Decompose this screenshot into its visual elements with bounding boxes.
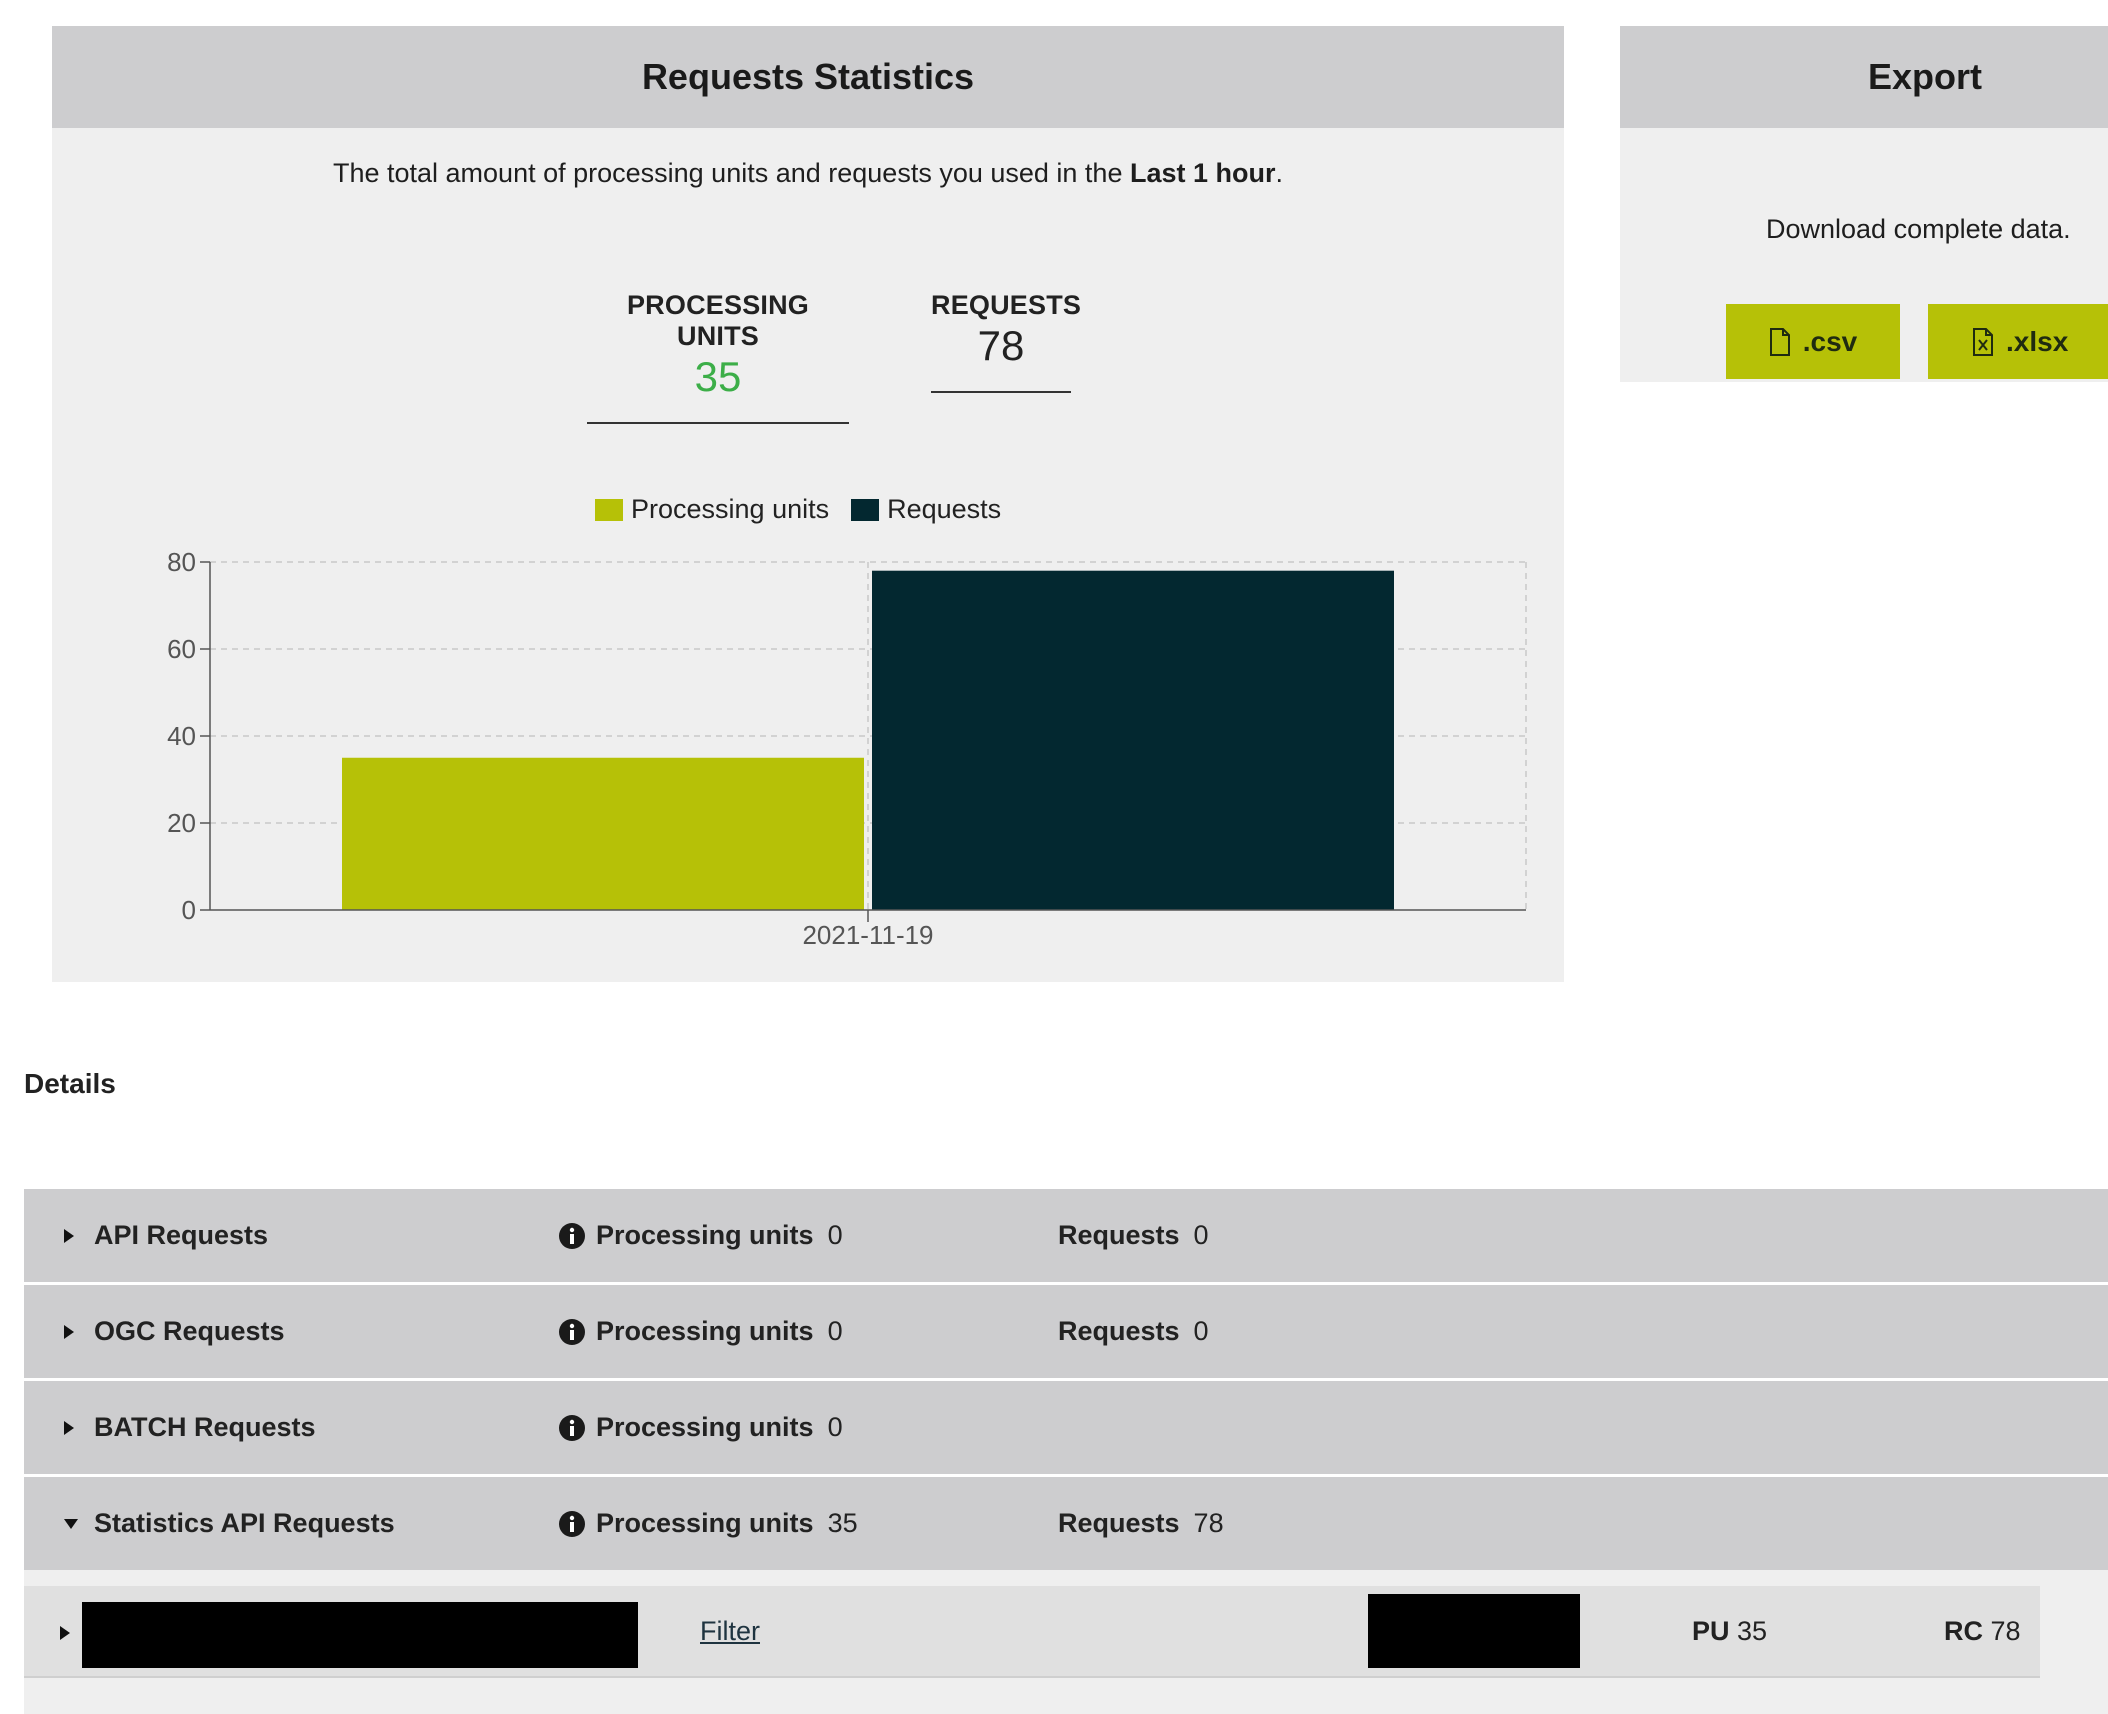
y-tick-label: 40 xyxy=(167,721,196,751)
y-tick-label: 60 xyxy=(167,634,196,664)
requests-metric-value: 78 xyxy=(977,322,1025,369)
row-requests: Requests 0 xyxy=(1058,1316,1209,1347)
requests-bar-chart: 0 20 40 60 80 2021-11-19 xyxy=(167,547,1527,950)
statistics-api-expanded-panel: Filter PU 35 RC 78 xyxy=(24,1570,2108,1714)
requests-statistics-title: Requests Statistics xyxy=(52,26,1564,128)
legend-label-requests: Requests xyxy=(887,494,1002,524)
filter-link[interactable]: Filter xyxy=(700,1616,760,1646)
legend-label-processing-units: Processing units xyxy=(631,494,830,524)
caret-right-icon[interactable] xyxy=(62,1419,76,1437)
row-processing-units: Processing units 0 xyxy=(558,1412,843,1443)
details-row-batch-requests[interactable]: BATCH Requests Processing units 0 xyxy=(24,1381,2108,1474)
row-req-value: 78 xyxy=(1193,1508,1224,1538)
row-req-value: 0 xyxy=(1193,1220,1209,1250)
row-pu-value: 0 xyxy=(827,1220,843,1250)
info-icon[interactable] xyxy=(558,1222,586,1250)
row-title: BATCH Requests xyxy=(94,1412,316,1442)
row-pu-value: 35 xyxy=(827,1508,858,1538)
details-row-ogc-requests[interactable]: OGC Requests Processing units 0 Requests 0 xyxy=(24,1285,2108,1378)
row-title: API Requests xyxy=(94,1220,269,1250)
sub-row-rc-label: RC xyxy=(1944,1616,1983,1646)
y-tick-label: 80 xyxy=(167,547,196,577)
details-row-api-requests[interactable]: API Requests Processing units 0 Requests 0 xyxy=(24,1189,2108,1282)
legend-swatch-requests xyxy=(851,498,880,521)
export-card: Export Download complete data. .csv .xls… xyxy=(1620,26,2108,382)
legend-item-processing-units[interactable]: Processing units xyxy=(595,494,829,525)
info-icon[interactable] xyxy=(558,1318,586,1346)
processing-units-metric-value: 35 xyxy=(694,353,742,400)
export-xlsx-label: .xlsx xyxy=(2006,325,2069,357)
legend-item-requests[interactable]: Requests xyxy=(851,494,1001,525)
row-processing-units: Processing units 35 xyxy=(558,1508,858,1539)
row-pu-value: 0 xyxy=(827,1412,843,1442)
requests-metric: REQUESTS 78 xyxy=(931,290,1082,393)
info-icon[interactable] xyxy=(558,1510,586,1538)
sub-row-pu-value: 35 xyxy=(1737,1616,1768,1646)
requests-metric-label: REQUESTS xyxy=(931,290,1082,320)
requests-statistics-card: Requests Statistics The total amount of … xyxy=(52,26,1564,982)
caret-right-icon[interactable] xyxy=(62,1227,76,1245)
bar-requests[interactable] xyxy=(872,570,1394,910)
file-icon xyxy=(1769,327,1790,356)
period-label: Last 1 hour xyxy=(1129,158,1276,188)
sub-row-rc: RC 78 xyxy=(1944,1616,2021,1647)
row-req-label: Requests xyxy=(1058,1508,1180,1538)
export-xlsx-button[interactable]: .xlsx xyxy=(1928,304,2108,379)
row-pu-value: 0 xyxy=(827,1316,843,1346)
row-requests: Requests 78 xyxy=(1058,1508,1224,1539)
row-requests: Requests 0 xyxy=(1058,1220,1209,1251)
caret-right-icon[interactable] xyxy=(58,1624,72,1642)
y-tick-label: 20 xyxy=(167,808,196,838)
chart-legend: Processing units Requests xyxy=(595,494,1023,525)
caret-right-icon[interactable] xyxy=(62,1323,76,1341)
export-description: Download complete data. xyxy=(1766,214,2071,244)
row-title: OGC Requests xyxy=(94,1316,285,1346)
redacted-block xyxy=(1368,1594,1580,1668)
sub-row-pu: PU 35 xyxy=(1692,1616,1767,1647)
row-req-label: Requests xyxy=(1058,1220,1180,1250)
sub-row-rc-value: 78 xyxy=(1990,1616,2021,1646)
caret-down-icon[interactable] xyxy=(62,1517,80,1531)
row-title: Statistics API Requests xyxy=(94,1508,395,1538)
row-processing-units: Processing units 0 xyxy=(558,1316,843,1347)
row-pu-label: Processing units xyxy=(596,1220,814,1250)
row-pu-label: Processing units xyxy=(596,1412,814,1442)
row-req-value: 0 xyxy=(1193,1316,1209,1346)
statistics-api-sub-row[interactable]: Filter PU 35 RC 78 xyxy=(24,1586,2040,1678)
row-pu-label: Processing units xyxy=(596,1508,814,1538)
redacted-block xyxy=(82,1602,638,1668)
info-icon[interactable] xyxy=(558,1414,586,1442)
sub-row-pu-label: PU xyxy=(1692,1616,1730,1646)
processing-units-metric-label: PROCESSING UNITS xyxy=(626,290,810,351)
row-req-label: Requests xyxy=(1058,1316,1180,1346)
statistics-description: The total amount of processing units and… xyxy=(332,158,1284,188)
legend-swatch-processing-units xyxy=(595,498,623,521)
export-title: Export xyxy=(1620,26,2108,128)
details-heading: Details xyxy=(24,1068,116,1099)
processing-units-metric: PROCESSING UNITS 35 xyxy=(587,290,849,424)
details-row-statistics-api-requests[interactable]: Statistics API Requests Processing units… xyxy=(24,1477,2108,1570)
row-processing-units: Processing units 0 xyxy=(558,1220,843,1251)
export-csv-label: .csv xyxy=(1802,325,1858,357)
y-tick-label: 0 xyxy=(182,895,196,925)
bar-processing-units[interactable] xyxy=(342,757,864,910)
excel-file-icon xyxy=(1973,327,1993,356)
x-tick-label: 2021-11-19 xyxy=(802,920,933,950)
row-pu-label: Processing units xyxy=(596,1316,814,1346)
export-csv-button[interactable]: .csv xyxy=(1726,304,1900,379)
